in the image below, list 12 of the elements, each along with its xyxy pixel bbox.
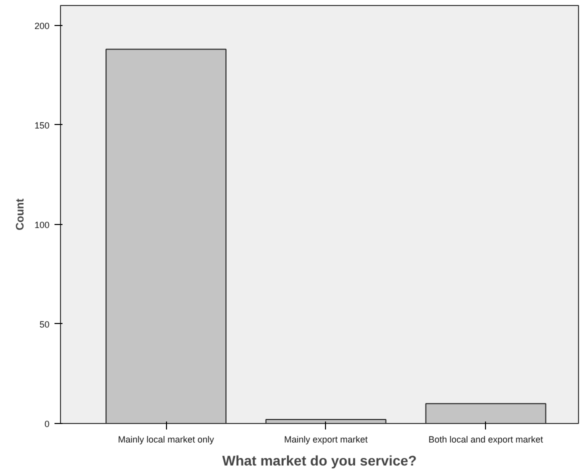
y-tick-label: 100 bbox=[34, 220, 50, 230]
y-tick-label: 50 bbox=[39, 319, 50, 330]
y-tick-label: 0 bbox=[44, 419, 50, 429]
x-tick-label: Mainly local market only bbox=[118, 434, 215, 444]
bar bbox=[106, 48, 226, 424]
y-tick-label: 150 bbox=[34, 120, 50, 130]
x-tick-label: Mainly export market bbox=[284, 434, 368, 444]
x-tick-label: Both local and export market bbox=[428, 434, 544, 444]
y-tick-label: 200 bbox=[34, 20, 50, 31]
y-axis-title: Count bbox=[14, 198, 26, 230]
bar bbox=[425, 403, 546, 424]
x-axis-title: What market do you service? bbox=[222, 452, 417, 468]
